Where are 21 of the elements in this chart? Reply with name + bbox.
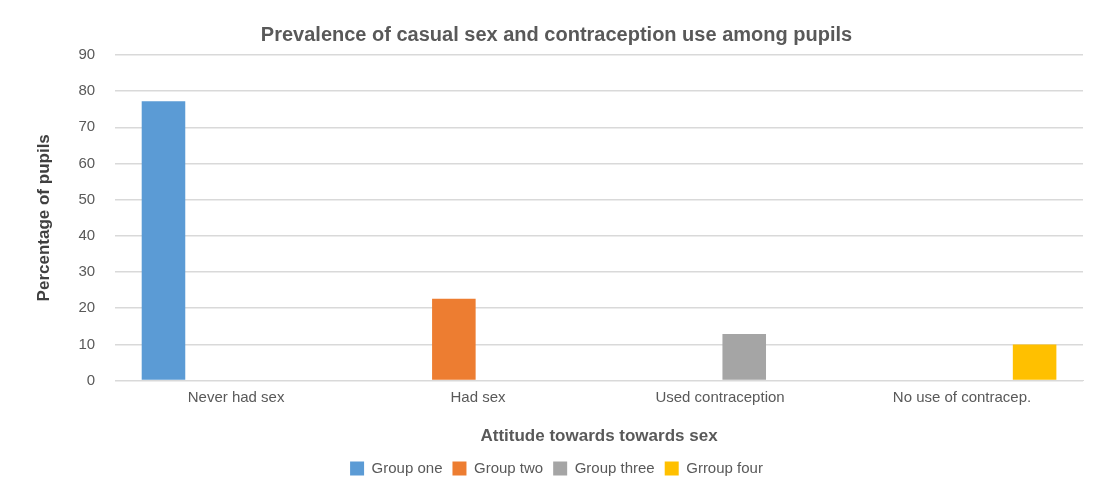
legend-label: Group one [371, 458, 443, 476]
y-tick-label: 50 [78, 189, 96, 207]
y-axis-title: Percentage of pupils [33, 134, 53, 302]
y-tick-label: 20 [78, 298, 96, 316]
x-tick-label: Never had sex [187, 387, 285, 405]
x-axis-title: Attitude towards towards sex [480, 426, 719, 446]
chart-title: Prevalence of casual sex and contraception use among pupils [260, 22, 853, 45]
legend-label: Grroup four [686, 458, 763, 476]
legend-label: Group two [473, 458, 544, 476]
y-tick-label: 70 [78, 117, 96, 135]
y-tick-label: 40 [78, 226, 96, 244]
y-tick-label: 10 [78, 334, 96, 352]
x-tick-label: No use of contracep. [892, 387, 1032, 405]
y-tick-label: 90 [78, 45, 96, 63]
x-tick-label: Had sex [450, 387, 507, 405]
y-tick-label: 30 [78, 262, 96, 280]
y-tick-label: 60 [78, 153, 96, 171]
y-tick-label: 80 [78, 81, 96, 99]
y-tick-label: 0 [86, 370, 96, 388]
x-tick-label: Used contraception [655, 387, 785, 405]
legend-label: Group three [574, 458, 655, 476]
